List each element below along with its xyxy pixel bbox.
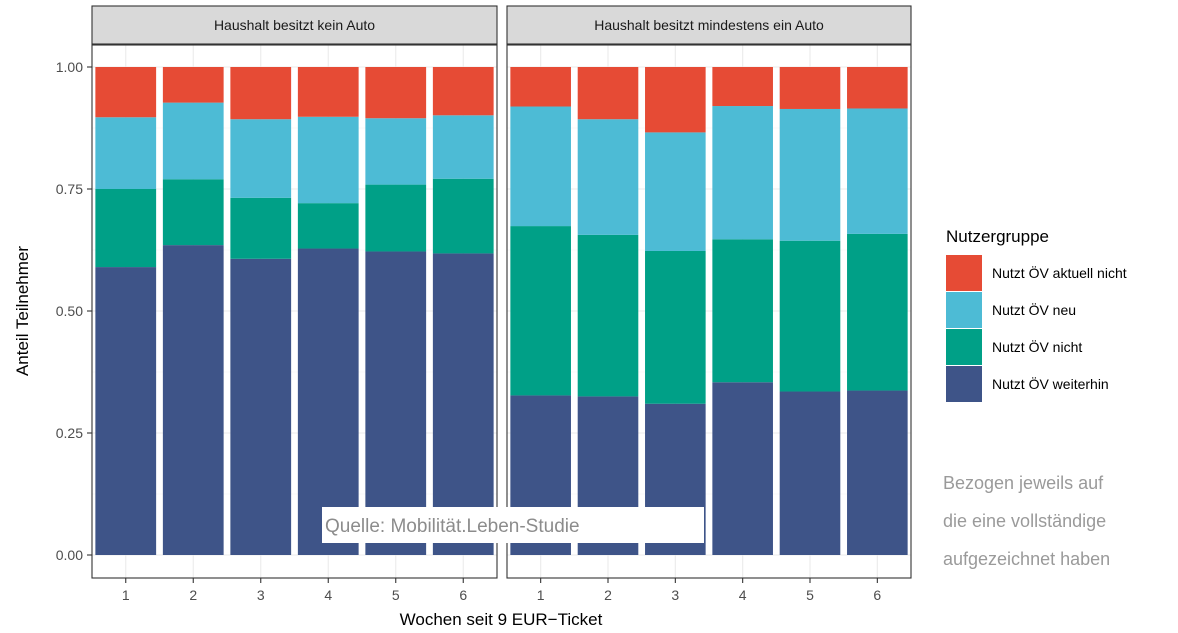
bar-segment — [95, 267, 157, 555]
x-tick-label: 2 — [604, 587, 612, 603]
bar-segment — [712, 67, 773, 107]
x-tick-label: 6 — [873, 587, 881, 603]
bar-segment — [645, 67, 706, 133]
bar-segment — [577, 67, 639, 120]
bar-segment — [230, 67, 292, 120]
x-tick-label: 1 — [537, 587, 545, 603]
y-tick-label: 0.75 — [56, 181, 83, 197]
bar-segment — [432, 115, 494, 179]
bar-segment — [365, 118, 427, 185]
bar-segment — [432, 253, 494, 555]
bar-segment — [712, 239, 773, 383]
y-tick-label: 1.00 — [56, 59, 83, 75]
x-tick-label: 5 — [806, 587, 814, 603]
bar-segment — [510, 67, 571, 107]
bar-segment — [297, 116, 359, 204]
x-tick-label: 3 — [257, 587, 265, 603]
legend-label: Nutzt ÖV aktuell nicht — [992, 264, 1127, 281]
legend-key — [946, 255, 982, 291]
legend-label: Nutzt ÖV neu — [992, 301, 1076, 318]
legend-label: Nutzt ÖV nicht — [992, 338, 1082, 355]
bar-segment — [779, 240, 841, 392]
source-annotation: Quelle: Mobilität.Leben-Studie — [322, 507, 704, 543]
y-tick-label: 0.00 — [56, 547, 83, 563]
source-background — [322, 507, 704, 543]
bar-segment — [230, 197, 292, 259]
bar-segment — [510, 226, 571, 396]
legend-key — [946, 329, 982, 365]
x-tick-label: 3 — [671, 587, 679, 603]
facet-panel-2: Haushalt besitzt mindestens ein Auto 1 2 3 4… — [506, 5, 912, 603]
bar-segment — [95, 189, 157, 268]
bar-segment — [847, 233, 908, 391]
bar-segment — [779, 391, 841, 555]
facet-strip-label: Haushalt besitzt kein Auto — [214, 17, 375, 33]
bar-segment — [645, 250, 706, 404]
bar-segment — [432, 67, 494, 116]
facet-strip — [91, 5, 498, 45]
legend: Nutzergruppe Nutzt ÖV aktuell nicht Nutzt… — [946, 227, 1127, 402]
bar-segment — [645, 132, 706, 251]
bar-segment — [162, 179, 224, 246]
x-axis-title: Wochen seit 9 EUR−Ticket — [400, 610, 603, 629]
bar-segment — [297, 248, 359, 555]
bar-segment — [95, 67, 157, 118]
bar-segment — [297, 203, 359, 249]
facet-strip — [506, 5, 912, 45]
bar-segment — [779, 67, 841, 109]
y-tick-label: 0.25 — [56, 425, 83, 441]
bar-segment — [365, 251, 427, 556]
bar-segment — [230, 258, 292, 555]
panel-border — [506, 44, 912, 579]
legend-title: Nutzergruppe — [946, 227, 1049, 246]
bar-segment — [365, 184, 427, 252]
bar-segment — [712, 106, 773, 240]
bar-segment — [297, 67, 359, 117]
facet-panel-1: Haushalt besitzt kein Auto 1 2 3 4 5 6 — [91, 5, 498, 603]
y-axis-title: Anteil Teilnehmer — [13, 246, 32, 376]
note-line-2: die eine vollständige — [943, 511, 1106, 531]
bar-segment — [847, 390, 908, 555]
bar-segment — [847, 108, 908, 234]
x-tick-label: 6 — [459, 587, 467, 603]
bar-segment — [162, 67, 224, 103]
bar-segment — [577, 119, 639, 235]
facet-strip-label: Haushalt besitzt mindestens ein Auto — [594, 17, 824, 33]
legend-label: Nutzt ÖV weiterhin — [992, 375, 1109, 392]
note-line-1: Bezogen jeweils auf — [943, 473, 1104, 493]
x-tick-label: 4 — [739, 587, 747, 603]
y-tick-label: 0.50 — [56, 303, 83, 319]
bar-segment — [162, 102, 224, 180]
bar-segment — [162, 245, 224, 555]
note-annotation: Bezogen jeweils auf die eine vollständig… — [943, 473, 1110, 569]
x-tick-label: 5 — [392, 587, 400, 603]
legend-key — [946, 366, 982, 402]
bar-segment — [847, 67, 908, 109]
source-text: Quelle: Mobilität.Leben-Studie — [325, 516, 580, 537]
bar-segment — [432, 178, 494, 254]
bar-segment — [577, 234, 639, 397]
x-tick-label: 1 — [122, 587, 130, 603]
bar-segment — [779, 108, 841, 241]
note-line-3: aufgezeichnet haben — [943, 549, 1110, 569]
bar-segment — [230, 119, 292, 198]
bar-segment — [712, 382, 773, 555]
bar-segment — [510, 106, 571, 227]
legend-key — [946, 292, 982, 328]
x-tick-label: 2 — [189, 587, 197, 603]
bar-segment — [365, 67, 427, 119]
bar-segment — [95, 117, 157, 189]
x-tick-label: 4 — [324, 587, 332, 603]
